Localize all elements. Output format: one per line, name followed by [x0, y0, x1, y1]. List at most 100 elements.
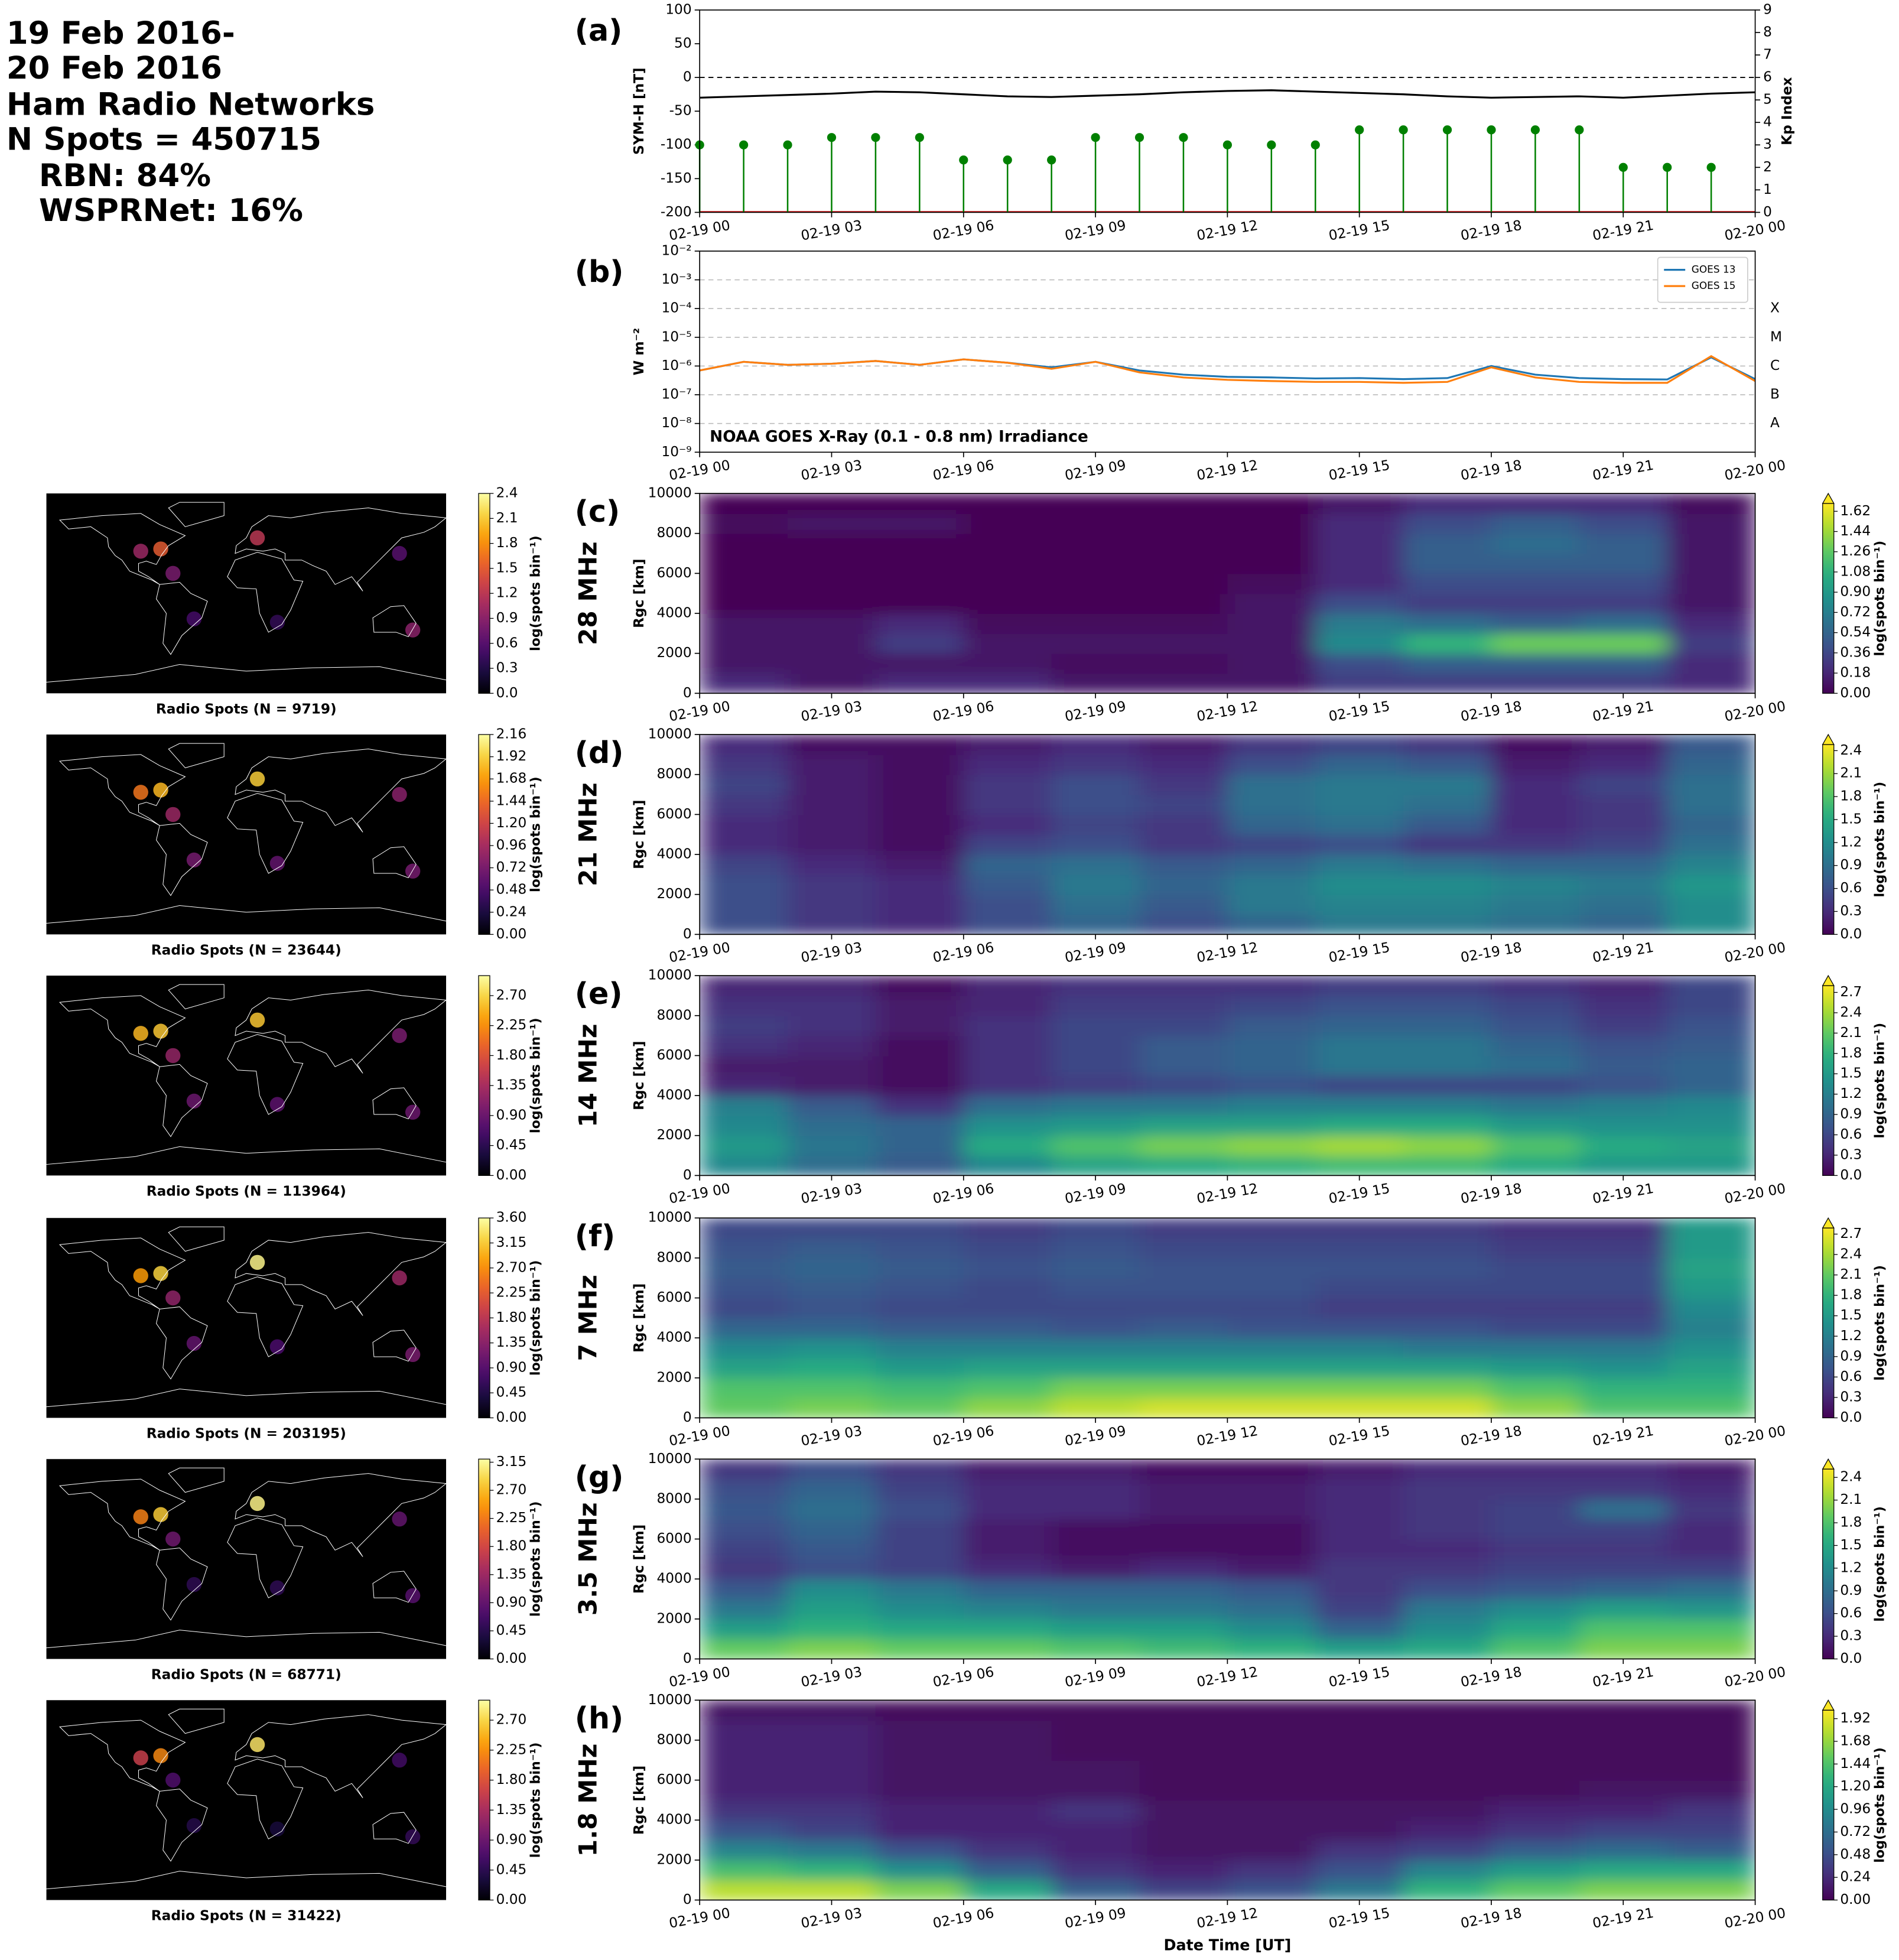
heatmap-cell: [1139, 1579, 1228, 1600]
heatmap-cell: [875, 1115, 964, 1136]
heatmap-cell: [1051, 1780, 1140, 1801]
heatmap-cell: [1491, 653, 1580, 674]
heatmap-cell: [700, 1539, 789, 1560]
x-tick-label: 02-19 15: [1328, 217, 1391, 244]
heatmap-cell: [1315, 1155, 1404, 1176]
colorbar-extend: [1822, 733, 1835, 745]
heatmap-cell: [1139, 1035, 1228, 1057]
panel-label: (c): [575, 494, 620, 529]
heatmap-cell: [1667, 573, 1755, 594]
heatmap-cell: [1139, 1096, 1228, 1116]
heatmap-cell: [875, 1035, 964, 1057]
heatmap-cell: [1667, 1257, 1755, 1279]
map-title: Radio Spots (N = 113964): [147, 1183, 346, 1199]
colorbar-label: log(spots bin⁻¹): [528, 1743, 544, 1858]
map-spot: [186, 1577, 202, 1592]
band-label: 28 MHz: [574, 541, 603, 645]
heatmap-cell: [1315, 673, 1404, 694]
heatmap-cell: [1139, 1760, 1228, 1781]
x-tick-label: 02-20 00: [1724, 457, 1787, 484]
heatmap-cell: [875, 1238, 964, 1259]
heatmap-cell: [1579, 1377, 1668, 1399]
heatmap-cell: [1491, 1760, 1580, 1781]
heatmap-cell: [963, 894, 1052, 915]
heatmap-cell: [963, 1035, 1052, 1057]
colorbar-tick-label: 0.9: [1840, 1106, 1862, 1122]
map-spot: [186, 611, 202, 627]
kp-marker: [1706, 162, 1716, 172]
heatmap-cell: [1051, 1479, 1140, 1500]
y-tick-label: 0: [683, 1409, 692, 1425]
heatmap-cell: [875, 493, 964, 514]
heatmap-cell: [700, 814, 789, 836]
y-tick-label: 10000: [648, 1692, 692, 1708]
heatmap-cell: [1315, 593, 1404, 615]
colorbar: [478, 1217, 490, 1419]
heatmap-cell: [1051, 613, 1140, 634]
heatmap-cell: [963, 1579, 1052, 1600]
heatmap-cell: [963, 754, 1052, 775]
colorbar-tick-label: 1.2: [1840, 1328, 1862, 1344]
y-tick-label: 0: [1763, 204, 1772, 220]
heatmap-cell: [963, 1015, 1052, 1036]
heatmap-cell: [1667, 1559, 1755, 1580]
heatmap-cell: [1051, 593, 1140, 615]
y-axis-label: Rgc [km]: [631, 559, 647, 628]
heatmap-cell: [788, 1318, 876, 1339]
heatmap-cell: [1579, 1700, 1668, 1721]
heatmap-cell: [788, 1539, 876, 1560]
heatmap-cell: [875, 1840, 964, 1861]
x-tick-label: 02-19 00: [668, 698, 731, 725]
colorbar: [478, 975, 490, 1176]
x-tick-label: 02-19 00: [668, 1664, 731, 1691]
heatmap-cell: [1139, 493, 1228, 514]
heatmap-cell: [1403, 1780, 1492, 1801]
map-spot: [249, 530, 265, 545]
colorbar-label: log(spots bin⁻¹): [528, 1501, 544, 1617]
y2-axis-label: Kp Index: [1779, 77, 1795, 145]
heatmap-cell: [875, 774, 964, 795]
heatmap-cell: [1227, 1459, 1316, 1480]
class-label: M: [1770, 329, 1782, 344]
heatmap-cell: [1315, 1096, 1404, 1116]
colorbar-tick-label: 2.25: [496, 1285, 527, 1301]
heatmap-cell: [1667, 894, 1755, 915]
panel-label: (f): [575, 1218, 615, 1253]
heatmap-cell: [1579, 513, 1668, 534]
heatmap-cell: [1227, 1740, 1316, 1761]
map-background: [46, 1459, 447, 1659]
colorbar-tick-label: 0.0: [1840, 1409, 1862, 1425]
x-tick-label: 02-19 12: [1195, 940, 1259, 966]
heatmap-cell: [963, 814, 1052, 836]
kp-marker: [1267, 140, 1276, 149]
heatmap-cell: [1315, 1298, 1404, 1319]
colorbar-extend: [1822, 974, 1835, 986]
colorbar-tick-label: 2.70: [496, 1712, 527, 1728]
heatmap-cell: [1403, 894, 1492, 915]
colorbar-tick-label: 2.1: [1840, 1025, 1862, 1041]
heatmap-cell: [1491, 854, 1580, 875]
heatmap-cell: [1139, 1780, 1228, 1801]
heatmap-cell: [1051, 673, 1140, 694]
kp-marker: [1179, 133, 1188, 142]
heatmap-cell: [1227, 874, 1316, 895]
colorbar-tick-label: 1.5: [1840, 811, 1862, 827]
y-tick-label: 10⁻⁸: [661, 415, 691, 431]
heatmap-cell: [963, 1880, 1052, 1900]
heatmap-cell: [1227, 1840, 1316, 1861]
heatmap-cell: [1403, 1720, 1492, 1741]
heatmap-cell: [1667, 1800, 1755, 1821]
panel-label: (b): [575, 254, 624, 289]
heatmap-cell: [1403, 874, 1492, 895]
heatmap-cell: [1139, 774, 1228, 795]
heatmap-cell: [1315, 1820, 1404, 1841]
colorbar-tick-label: 0.3: [1840, 1628, 1862, 1644]
heatmap-cell: [1667, 1479, 1755, 1500]
map-spot: [165, 565, 181, 581]
y-tick-label: 9: [1763, 1, 1772, 17]
heatmap-cell: [875, 1257, 964, 1279]
heatmap-cell: [1403, 1800, 1492, 1821]
colorbar-tick-label: 1.92: [1840, 1710, 1871, 1726]
heatmap-cell: [875, 1338, 964, 1359]
y-tick-label: 8000: [656, 525, 691, 541]
